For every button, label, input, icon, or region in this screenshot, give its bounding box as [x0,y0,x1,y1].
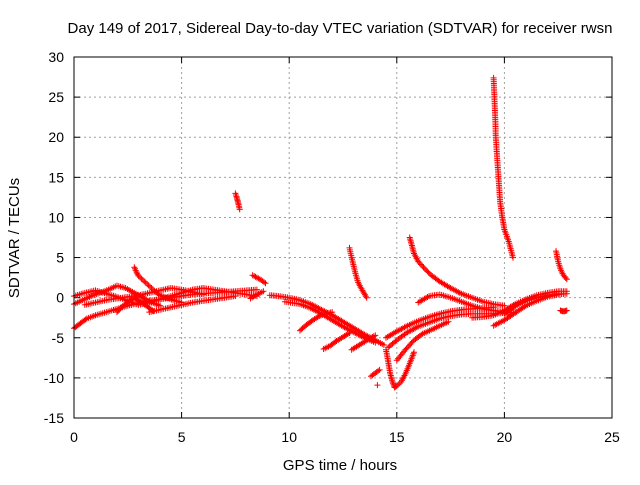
series-markers [297,309,336,334]
series-pass-early-h [249,272,269,287]
series-markers [501,290,562,317]
series-pass-noon-c [297,309,336,334]
y-tick-label: -15 [44,410,64,426]
series-markers [131,264,185,306]
series-pass-early-g [146,293,239,316]
y-tick-label: 30 [48,49,64,65]
series-markers [320,330,353,352]
series-pass-noon-d [320,330,353,352]
series-pass-15.6h [406,234,508,309]
plot-border [73,56,613,419]
y-tick-label: 5 [56,250,64,266]
x-tick-label: 5 [178,429,186,445]
series-pass-noon-b [281,298,379,346]
series-markers [146,293,239,316]
series-pass-early-d [81,285,207,308]
x-tick-label: 15 [389,429,405,445]
series-pass-late-c [501,290,562,317]
series-pass-dip-c [385,309,519,351]
series-pass-22.5h [553,248,570,283]
chart-title: Day 149 of 2017, Sidereal Day-to-day VTE… [68,20,613,37]
series-markers [385,309,519,351]
x-tick-label: 10 [281,429,297,445]
series-pass-22.7h [557,307,570,315]
grid-lines [74,57,612,418]
series-markers [557,307,570,315]
series-markers [393,318,452,364]
series-pass-noon-e [348,332,379,353]
series-markers [490,74,516,261]
series-pass-14h [368,366,383,380]
series-markers [281,298,379,346]
data-points [71,74,570,391]
x-tick-label: 20 [497,429,513,445]
series-markers [81,285,207,308]
series-markers [406,234,508,309]
series-pass-12.8h [346,244,370,301]
y-tick-label: -5 [52,330,65,346]
series-pass-19.5h [490,74,516,261]
series-markers [368,366,383,380]
axis-ticks [73,56,613,419]
series-markers [249,272,269,287]
series-markers [383,346,417,391]
series-pass-7.6h [232,190,243,213]
y-tick-label: -10 [44,370,64,386]
series-pass-early-i [247,288,267,302]
series-markers [415,291,508,316]
series-markers [346,244,370,301]
series-pass-dip-a [383,346,417,391]
series-markers [247,288,267,302]
series-markers [553,248,570,283]
tick-labels: 0 5 10 15 20 25 -15 -10 -5 0 5 10 15 20 25 30 [44,49,620,445]
y-tick-label: 20 [48,129,64,145]
series-markers [348,332,379,353]
x-axis-title: GPS time / hours [283,457,397,474]
y-axis-title: SDTVAR / TECUs [6,178,23,298]
y-tick-label: 10 [48,209,64,225]
series-pass-early-f [131,264,185,306]
series-markers [232,190,243,213]
series-markers [114,294,157,316]
series-pass-early-e [114,294,157,316]
y-tick-label: 15 [48,169,64,185]
series-pass-16h [415,291,508,316]
y-tick-label: 0 [56,290,64,306]
x-tick-label: 25 [604,429,620,445]
y-tick-label: 25 [48,89,64,105]
series-pass-dip-d [393,318,452,364]
x-tick-label: 0 [70,429,78,445]
series-pass-14.1h [374,382,381,389]
series-markers [374,382,381,389]
